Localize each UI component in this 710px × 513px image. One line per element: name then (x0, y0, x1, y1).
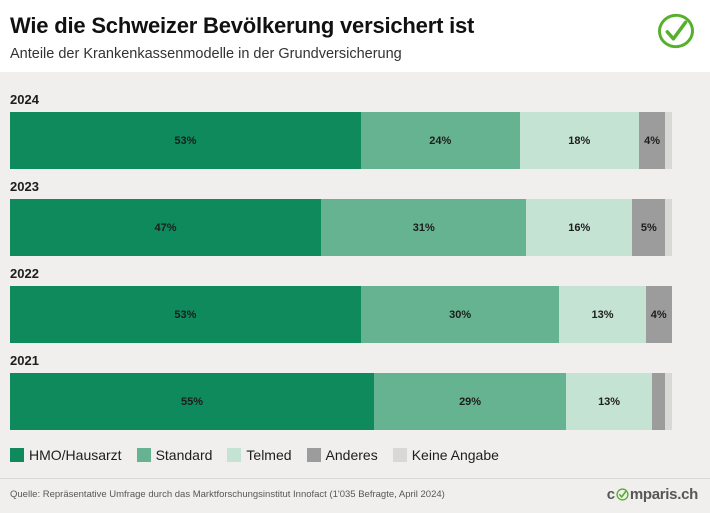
bar-segment-anderes: 4% (645, 286, 672, 343)
footer: Quelle: Repräsentative Umfrage durch das… (0, 478, 710, 513)
bar-segment-telmed: 18% (519, 112, 639, 169)
segment-value-label: 24% (429, 134, 452, 147)
legend-label: Telmed (246, 447, 292, 463)
legend-swatch (306, 448, 321, 462)
bar-segment-keine-angabe (665, 199, 672, 256)
segment-value-label: 18% (568, 134, 591, 147)
year-label: 2022 (10, 266, 39, 281)
bar-segment-keine-angabe (665, 112, 672, 169)
legend-label: Keine Angabe (411, 447, 499, 463)
segment-value-label: 30% (449, 308, 472, 321)
legend-swatch (10, 448, 24, 462)
legend-item-standard: Standard (136, 447, 213, 463)
legend: HMO/Hausarzt Standard Telmed Anderes Keine A… (0, 430, 710, 463)
bar-segment-hmo-hausarzt: 53% (10, 112, 361, 169)
chart-row: 2021 55% 29% 13% (10, 353, 672, 430)
legend-label: Standard (155, 447, 213, 463)
bar-segment-anderes: 5% (632, 199, 666, 256)
stacked-bar: 53% 24% 18% 4% (10, 112, 672, 169)
legend-item-anderes: Anderes (306, 447, 378, 463)
comparis-wordmark: c mparis.ch (606, 486, 699, 503)
wordmark-check-icon (616, 488, 629, 501)
stacked-bar: 53% 30% 13% 4% (10, 286, 672, 343)
source-text: Quelle: Repräsentative Umfrage durch das… (10, 489, 445, 500)
segment-value-label: 5% (640, 221, 657, 234)
legend-label: Anderes (325, 447, 378, 463)
year-label: 2024 (10, 92, 39, 107)
year-label: 2021 (10, 353, 39, 368)
legend-swatch (136, 448, 151, 462)
bar-segment-anderes: 4% (638, 112, 666, 169)
stacked-bar: 47% 31% 16% 5% (10, 199, 672, 256)
chart: 2024 53% 24% 18% 4% 2023 47% 31% 16% 5% 2022 53% 30%… (0, 72, 710, 430)
bar-segment-hmo-hausarzt: 47% (10, 199, 322, 256)
segment-value-label: 13% (591, 308, 614, 321)
legend-swatch (227, 448, 242, 462)
header: Wie die Schweizer Bevölkerung versichert… (0, 0, 710, 72)
bar-segment-standard: 24% (360, 112, 520, 169)
wordmark-post: mparis.ch (629, 486, 698, 503)
segment-value-label: 53% (174, 308, 197, 321)
bar-segment-keine-angabe (665, 373, 672, 430)
bar-segment-standard: 29% (374, 373, 567, 430)
bar-segment-telmed: 13% (559, 286, 646, 343)
bar-segment-telmed: 16% (526, 199, 633, 256)
bar-segment-standard: 31% (321, 199, 527, 256)
wordmark-pre: c (606, 486, 615, 503)
segment-value-label: 4% (644, 134, 661, 147)
segment-value-label: 55% (181, 395, 204, 408)
chart-row: 2023 47% 31% 16% 5% (10, 179, 672, 256)
legend-swatch (392, 448, 407, 462)
segment-value-label: 47% (154, 221, 177, 234)
bar-segment-standard: 30% (360, 286, 560, 343)
segment-value-label: 29% (459, 395, 482, 408)
legend-label: HMO/Hausarzt (29, 447, 122, 463)
chart-row: 2022 53% 30% 13% 4% (10, 266, 672, 343)
bar-segment-hmo-hausarzt: 55% (10, 373, 375, 430)
bar-segment-anderes (652, 373, 666, 430)
legend-item-keine-angabe: Keine Angabe (392, 447, 499, 463)
segment-value-label: 16% (568, 221, 591, 234)
page-subtitle: Anteile der Krankenkassenmodelle in der … (10, 46, 402, 62)
segment-value-label: 13% (598, 395, 621, 408)
bar-segment-hmo-hausarzt: 53% (10, 286, 361, 343)
segment-value-label: 4% (650, 308, 667, 321)
stacked-bar: 55% 29% 13% (10, 373, 672, 430)
year-label: 2023 (10, 179, 39, 194)
comparis-check-icon (655, 11, 697, 51)
bar-segment-telmed: 13% (566, 373, 653, 430)
chart-row: 2024 53% 24% 18% 4% (10, 92, 672, 169)
segment-value-label: 31% (412, 221, 435, 234)
segment-value-label: 53% (174, 134, 197, 147)
legend-item-hmo-hausarzt: HMO/Hausarzt (10, 447, 122, 463)
page-title: Wie die Schweizer Bevölkerung versichert… (10, 13, 475, 38)
legend-item-telmed: Telmed (227, 447, 292, 463)
